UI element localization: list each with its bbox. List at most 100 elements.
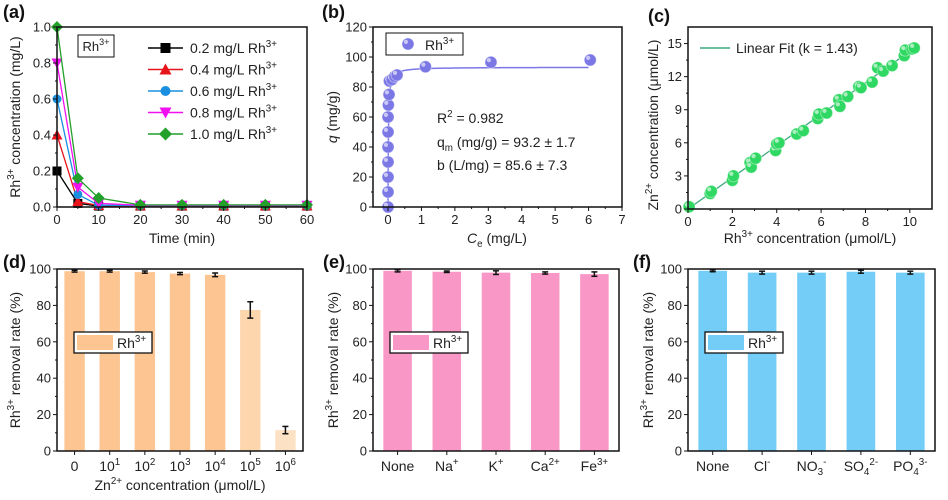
panel-label-f: (f) — [633, 252, 651, 272]
data-point-highlight — [799, 126, 804, 131]
data-point-highlight — [383, 127, 389, 132]
x-tick-label: 60 — [300, 212, 314, 227]
y-tick-label: 1.0 — [33, 20, 51, 35]
panel-label-c: (c) — [648, 6, 670, 26]
data-point — [583, 53, 597, 67]
x-tick-label: K+ — [488, 457, 503, 474]
y-tick-label: 0 — [675, 444, 682, 459]
x-tick-label: 102 — [134, 457, 155, 474]
y-tick-label: 40 — [353, 371, 367, 386]
y-tick-label: 3 — [675, 168, 682, 183]
data-point — [381, 110, 395, 124]
y-axis-title: Rh3+ removal rate (%) — [6, 292, 23, 428]
x-tick-label: 4 — [773, 214, 780, 229]
data-point — [833, 99, 847, 113]
data-point — [704, 184, 718, 198]
legend-label: 1.0 mg/L Rh3+ — [190, 125, 277, 142]
x-tick-label: 1 — [418, 212, 425, 227]
annotation-text: R2 = 0.982 — [437, 109, 504, 126]
y-tick-label: 100 — [345, 262, 367, 277]
data-point — [796, 124, 810, 138]
y-tick-label: 60 — [353, 334, 367, 349]
data-point — [390, 68, 404, 82]
x-tick-label: Na+ — [435, 457, 459, 474]
data-point — [418, 60, 432, 74]
y-tick-label: 100 — [660, 262, 682, 277]
y-tick-label: 80 — [353, 298, 367, 313]
data-point — [907, 41, 921, 55]
y-tick-label: 100 — [345, 50, 367, 65]
x-tick-label: 103 — [169, 457, 191, 474]
data-point — [854, 81, 868, 95]
x-tick-label: None — [696, 458, 730, 474]
data-point-highlight — [873, 63, 878, 68]
x-tick-label: 0 — [384, 212, 391, 227]
legend-marker — [401, 37, 415, 51]
data-point — [682, 200, 696, 214]
x-tick-label: 30 — [175, 212, 189, 227]
y-tick-label: 100 — [29, 262, 51, 277]
x-tick-label: NO3- — [797, 457, 827, 478]
data-point — [73, 189, 83, 199]
bar-6 — [275, 430, 296, 451]
x-tick-label: 5 — [552, 212, 559, 227]
y-tick-label: 0 — [44, 444, 51, 459]
data-point-highlight — [887, 61, 893, 66]
legend-swatch — [708, 335, 744, 350]
legend-swatch — [393, 335, 429, 350]
data-point-highlight — [586, 55, 591, 61]
y-tick-label: 0.2 — [33, 164, 51, 179]
data-point-highlight — [383, 112, 389, 117]
x-axis-title: Time (min) — [149, 230, 215, 246]
x-tick-label: 105 — [240, 457, 262, 474]
bar-0 — [64, 271, 85, 451]
x-tick-label: 3 — [485, 212, 492, 227]
data-point — [820, 106, 834, 120]
legend-label: Rh3+ — [748, 334, 777, 351]
x-tick-label: 50 — [258, 212, 272, 227]
annotation-text: qm (mg/g) = 93.2 ± 1.7 — [437, 134, 576, 154]
x-tick-label: None — [381, 458, 415, 474]
x-tick-label: Ca2+ — [531, 457, 560, 474]
legend-label: 0.6 mg/L Rh3+ — [190, 82, 277, 99]
legend-marker-highlight — [403, 39, 408, 45]
bar-5 — [240, 309, 261, 451]
bar-2 — [481, 272, 511, 451]
x-tick-label: 2 — [729, 214, 736, 229]
bar-2 — [134, 272, 156, 451]
legend-box — [385, 32, 464, 56]
data-point — [381, 140, 395, 154]
y-tick-label: 40 — [37, 371, 51, 386]
y-tick-label: 0 — [360, 444, 367, 459]
legend-label: 0.2 mg/L Rh3+ — [190, 39, 277, 56]
legend-marker — [159, 63, 172, 75]
bar-1 — [432, 271, 462, 451]
data-point-highlight — [879, 66, 884, 72]
legend-label: 0.4 mg/L Rh3+ — [190, 61, 277, 78]
x-tick-label: 10 — [91, 212, 105, 227]
data-point — [841, 89, 855, 103]
data-point-highlight — [384, 90, 390, 95]
series-line-4 — [56, 26, 307, 206]
x-tick-label: Cl- — [754, 457, 771, 474]
data-point — [726, 169, 740, 183]
data-point-highlight — [747, 162, 752, 168]
bar-1 — [747, 272, 777, 451]
y-axis-title: Zn2+ concentration (μmol/L) — [644, 40, 661, 211]
data-point — [381, 155, 395, 169]
legend-label: 0.8 mg/L Rh3+ — [190, 104, 277, 121]
x-tick-label: 101 — [99, 457, 120, 474]
y-tick-label: 15 — [668, 36, 682, 51]
x-tick-label: 20 — [133, 212, 147, 227]
panel-label-a: (a) — [3, 2, 25, 22]
series-line-1 — [56, 134, 307, 207]
data-point-highlight — [792, 129, 797, 134]
x-tick-label: 8 — [862, 214, 869, 229]
x-tick-label: 10 — [903, 214, 917, 229]
y-tick-label: 40 — [668, 371, 682, 386]
y-tick-label: 60 — [37, 334, 51, 349]
x-tick-label: 6 — [585, 212, 592, 227]
x-tick-label: SO42- — [844, 457, 878, 478]
y-tick-label: 60 — [353, 110, 367, 125]
